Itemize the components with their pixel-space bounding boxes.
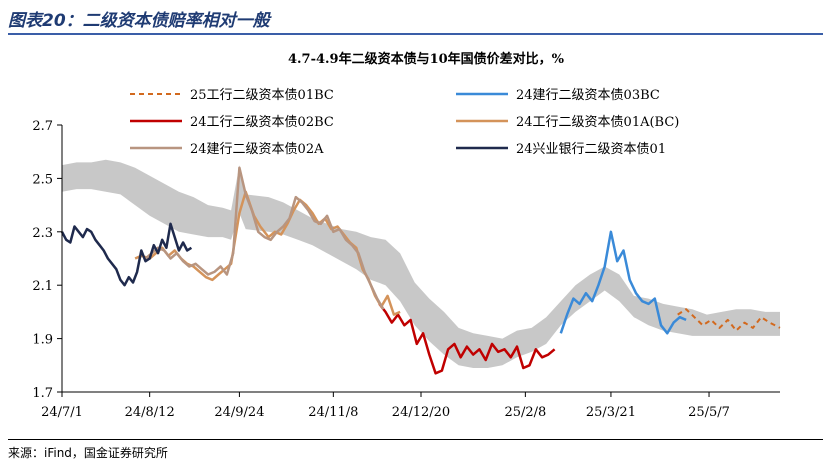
chart: 4.7-4.9年二级资本债与10年国债价差对比，% 1.7 1.9 2.1 2.3 2.… (32, 51, 781, 420)
y-tick-label: 1.7 (32, 386, 53, 401)
y-tick-label: 2.3 (32, 226, 53, 241)
series-layer (60, 166, 781, 375)
x-tick-label: 24/8/12 (125, 405, 175, 420)
y-tick-label: 2.1 (32, 279, 53, 294)
title-rule (8, 33, 823, 35)
legend: 25工行二级资本债01BC 24建行二级资本债03BC 24工行二级资本债02BC 2… (130, 88, 679, 157)
source-rule (8, 439, 823, 440)
series-line-6 (60, 222, 193, 287)
x-tick-label: 24/12/20 (392, 405, 450, 420)
source-note: 来源：iFind，国金证券研究所 (8, 446, 168, 460)
axes-layer: 1.7 1.9 2.1 2.3 2.5 2.7 24/7/1 24/8/12 24/9/24 24… (32, 119, 780, 420)
series-line-1 (677, 308, 781, 332)
y-tick-label: 1.9 (32, 333, 53, 348)
series-line-5 (144, 166, 385, 310)
band-layer (62, 159, 780, 368)
x-tick-label: 25/3/21 (586, 405, 636, 420)
legend-label: 24建行二级资本债03BC (516, 88, 660, 103)
legend-label: 25工行二级资本债01BC (190, 88, 334, 103)
x-tick-label: 24/7/1 (41, 405, 83, 420)
legend-label: 24兴业银行二级资本债01 (516, 142, 666, 157)
legend-label: 24工行二级资本债01A(BC) (516, 115, 679, 130)
series-line-2 (559, 230, 687, 335)
series-line-3 (378, 303, 556, 375)
legend-label: 24工行二级资本债02BC (190, 115, 334, 130)
legend-label: 24建行二级资本债02A (190, 142, 324, 157)
x-tick-label: 25/2/8 (504, 405, 546, 420)
y-tick-label: 2.5 (32, 172, 53, 187)
x-tick-label: 24/11/8 (308, 405, 358, 420)
chart-title: 4.7-4.9年二级资本债与10年国债价差对比，% (288, 51, 565, 67)
x-tick-label: 24/9/24 (214, 405, 264, 420)
range-band (62, 159, 780, 368)
y-tick-label: 2.7 (32, 119, 53, 134)
x-tick-label: 25/5/7 (688, 405, 730, 420)
figure-title: 图表20：二级资本债赔率相对一般 (8, 11, 270, 31)
